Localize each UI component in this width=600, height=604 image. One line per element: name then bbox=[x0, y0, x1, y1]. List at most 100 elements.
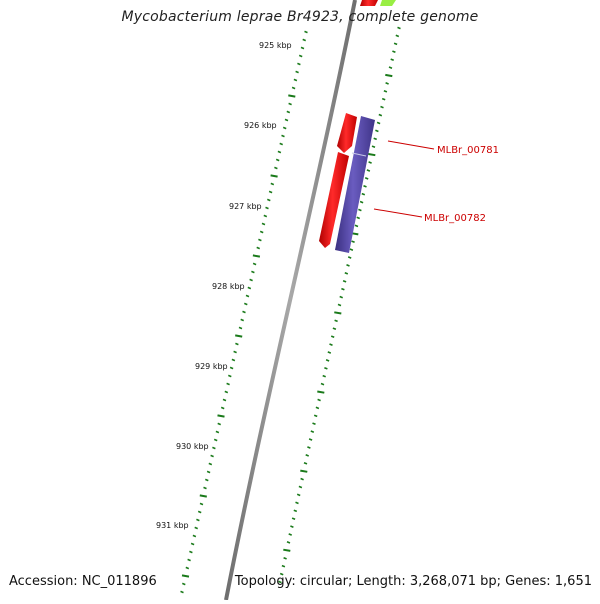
minor-tick bbox=[349, 248, 354, 251]
outer-tick-ring bbox=[278, 26, 401, 584]
minor-tick bbox=[397, 26, 401, 30]
minor-tick bbox=[359, 200, 364, 204]
major-tick bbox=[334, 311, 342, 315]
major-tick bbox=[252, 254, 261, 258]
feature-label[interactable]: MLBr_00781 bbox=[437, 145, 499, 156]
minor-tick bbox=[322, 374, 326, 378]
minor-tick bbox=[228, 374, 232, 378]
ruler-label: 928 kbp bbox=[212, 282, 245, 291]
accession-text: Accession: NC_011896 bbox=[9, 574, 157, 589]
minor-tick bbox=[224, 390, 229, 394]
minor-tick bbox=[297, 62, 301, 66]
minor-tick bbox=[284, 118, 289, 122]
minor-tick bbox=[215, 430, 220, 434]
minor-tick bbox=[226, 382, 230, 386]
minor-tick bbox=[190, 542, 195, 546]
feature-label[interactable]: MLBr_00782 bbox=[424, 213, 486, 224]
minor-tick bbox=[291, 517, 296, 521]
major-tick bbox=[368, 153, 376, 157]
major-tick bbox=[217, 414, 225, 418]
minor-tick bbox=[329, 343, 333, 346]
minor-tick bbox=[249, 278, 253, 282]
minor-tick bbox=[320, 382, 325, 386]
minor-tick bbox=[395, 34, 400, 38]
minor-tick bbox=[293, 509, 298, 513]
major-tick bbox=[317, 390, 325, 394]
minor-tick bbox=[252, 262, 257, 266]
minor-tick bbox=[368, 161, 372, 164]
minor-tick bbox=[295, 501, 299, 505]
minor-tick bbox=[256, 246, 260, 250]
minor-tick bbox=[229, 366, 234, 370]
minor-tick bbox=[187, 558, 191, 562]
minor-tick bbox=[212, 446, 216, 450]
minor-tick bbox=[313, 414, 318, 418]
minor-tick bbox=[346, 264, 350, 267]
minor-tick bbox=[238, 326, 243, 330]
ruler-label: 926 kbp bbox=[244, 121, 277, 130]
minor-tick bbox=[317, 398, 321, 402]
minor-tick bbox=[231, 358, 236, 362]
minor-tick bbox=[244, 302, 248, 306]
gene-mlbr-00781-part-b bbox=[319, 152, 349, 248]
minor-tick bbox=[383, 89, 388, 93]
minor-tick bbox=[194, 526, 198, 530]
minor-tick bbox=[233, 350, 237, 354]
minor-tick bbox=[358, 208, 362, 212]
minor-tick bbox=[286, 110, 291, 114]
ruler-label: 925 kbp bbox=[259, 41, 292, 50]
minor-tick bbox=[286, 541, 291, 544]
minor-tick bbox=[307, 446, 311, 449]
minor-tick bbox=[192, 534, 197, 538]
minor-tick bbox=[330, 335, 335, 339]
minor-tick bbox=[281, 564, 286, 568]
ruler-label: 931 kbp bbox=[156, 521, 189, 530]
minor-tick bbox=[258, 238, 262, 242]
feature-label-leader bbox=[387, 140, 435, 150]
minor-tick bbox=[235, 342, 239, 346]
minor-tick bbox=[288, 102, 292, 106]
minor-tick bbox=[242, 310, 246, 314]
major-tick bbox=[270, 174, 278, 178]
major-tick bbox=[385, 73, 393, 78]
minor-tick bbox=[205, 478, 209, 482]
minor-tick bbox=[337, 303, 342, 307]
major-tick bbox=[288, 94, 296, 98]
minor-tick bbox=[270, 182, 275, 186]
ruler-label: 929 kbp bbox=[195, 362, 228, 371]
minor-tick bbox=[291, 86, 296, 90]
minor-tick bbox=[363, 184, 367, 188]
minor-tick bbox=[375, 129, 379, 133]
minor-tick bbox=[356, 216, 360, 220]
gene-mlbr-00782 bbox=[335, 116, 375, 253]
minor-tick bbox=[279, 572, 284, 576]
partial-gene-red bbox=[360, 0, 378, 6]
minor-tick bbox=[373, 137, 377, 141]
minor-tick bbox=[261, 222, 266, 226]
major-tick bbox=[235, 334, 243, 338]
minor-tick bbox=[283, 556, 287, 560]
minor-tick bbox=[182, 582, 186, 586]
minor-tick bbox=[303, 461, 308, 465]
minor-tick bbox=[245, 294, 250, 298]
minor-tick bbox=[298, 485, 303, 489]
minor-tick bbox=[308, 438, 313, 441]
minor-tick bbox=[392, 50, 396, 54]
genome-summary-text: Topology: circular; Length: 3,268,071 bp… bbox=[234, 574, 592, 589]
minor-tick bbox=[354, 224, 359, 228]
minor-tick bbox=[288, 533, 292, 536]
minor-tick bbox=[220, 406, 225, 410]
minor-tick bbox=[196, 518, 200, 522]
minor-tick bbox=[240, 318, 244, 322]
minor-tick bbox=[302, 38, 306, 42]
minor-tick bbox=[385, 82, 389, 85]
partial-gene-green bbox=[380, 0, 396, 6]
minor-tick bbox=[341, 287, 345, 291]
minor-tick bbox=[300, 477, 304, 481]
minor-tick bbox=[361, 192, 366, 196]
minor-tick bbox=[378, 113, 383, 117]
minor-tick bbox=[381, 97, 386, 101]
genome-backbone bbox=[224, 0, 357, 601]
